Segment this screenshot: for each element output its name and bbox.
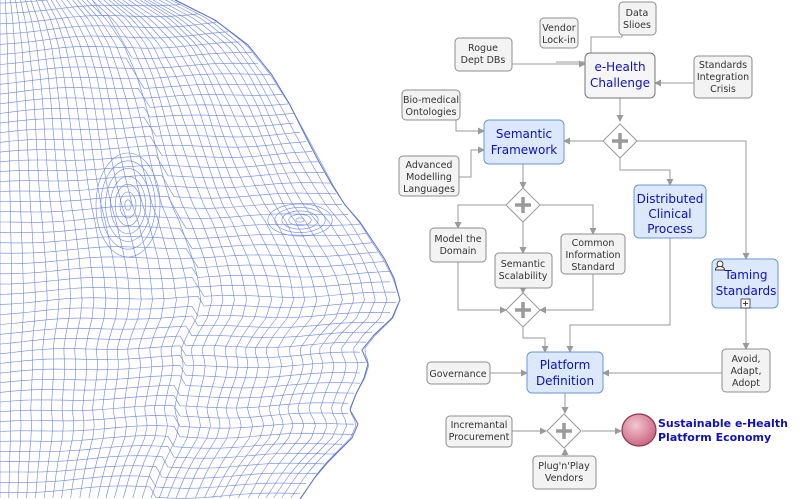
node-common-information-standard[interactable]: Common Information Standard bbox=[560, 233, 626, 275]
node-semantic-framework[interactable]: Semantic Framework bbox=[483, 119, 565, 165]
plus-marker-icon bbox=[740, 298, 751, 309]
node-advanced-modelling-languages[interactable]: Advanced Modelling Languages bbox=[398, 155, 460, 197]
svg-text:Avoid,Adapt,Adopt: Avoid, Adapt, Adopt bbox=[731, 354, 762, 389]
goal-ellipse bbox=[621, 413, 657, 447]
svg-text:Governance: Governance bbox=[429, 369, 486, 380]
edge-gate-to-taming bbox=[637, 140, 750, 260]
edge-gate-to-common bbox=[540, 204, 597, 235]
edge-distributed-to-platform bbox=[566, 238, 671, 353]
edge-languages-to-semantic bbox=[459, 146, 485, 178]
gateway-semantic-split bbox=[505, 187, 541, 223]
node-platform-definition[interactable]: Platform Definition bbox=[526, 351, 604, 394]
node-incremental-procurement[interactable]: Incremantal Procurement bbox=[445, 415, 513, 448]
edge-gate-to-platform bbox=[522, 327, 549, 353]
goal-label-line-2: Platform Economy bbox=[658, 431, 771, 444]
edge-gate-to-distributed bbox=[619, 158, 674, 186]
person-icon bbox=[715, 260, 725, 271]
gateway-challenge: parallel-gateway-plus-icon bbox=[602, 123, 638, 159]
node-semantic-scalability[interactable]: Semantic Scalability bbox=[494, 252, 553, 289]
edge-model-to-gate bbox=[457, 262, 507, 314]
goal-label-line-1: Sustainable e-Health bbox=[658, 417, 788, 430]
node-biomedical-ontologies[interactable]: Bio-medical Ontologies bbox=[401, 89, 461, 121]
node-vendor-lockin[interactable]: Vendor Lock-in bbox=[539, 17, 579, 49]
node-governance[interactable]: Governance bbox=[426, 361, 491, 385]
node-rogue-dept-dbs[interactable]: Rogue Dept DBs bbox=[454, 37, 513, 72]
wireframe-head-illustration bbox=[0, 0, 401, 499]
gateway-platform bbox=[546, 413, 582, 449]
node-avoid-adapt-adopt[interactable]: Avoid, Adapt, Adopt bbox=[721, 348, 771, 393]
goal-node[interactable]: Sustainable e-Health Platform Economy bbox=[621, 413, 788, 447]
node-data-silos[interactable]: Data Slioes bbox=[618, 1, 657, 36]
node-plugnplay-vendors[interactable]: Plug'n'Play Vendors bbox=[532, 455, 597, 490]
edge-common-to-gate bbox=[539, 274, 594, 314]
node-model-the-domain[interactable]: Model the Domain bbox=[429, 227, 487, 263]
node-standards-integration-crisis[interactable]: Standards Integration Crisis bbox=[693, 55, 753, 99]
edge-gate-to-model bbox=[454, 204, 506, 229]
node-taming-standards[interactable]: Taming Standards bbox=[711, 258, 779, 309]
node-distributed-clinical-process[interactable]: Distributed Clinical Process bbox=[633, 184, 707, 239]
gateway-semantic-join bbox=[505, 292, 541, 328]
node-ehealth-challenge[interactable]: e-Health Challenge bbox=[584, 52, 656, 99]
